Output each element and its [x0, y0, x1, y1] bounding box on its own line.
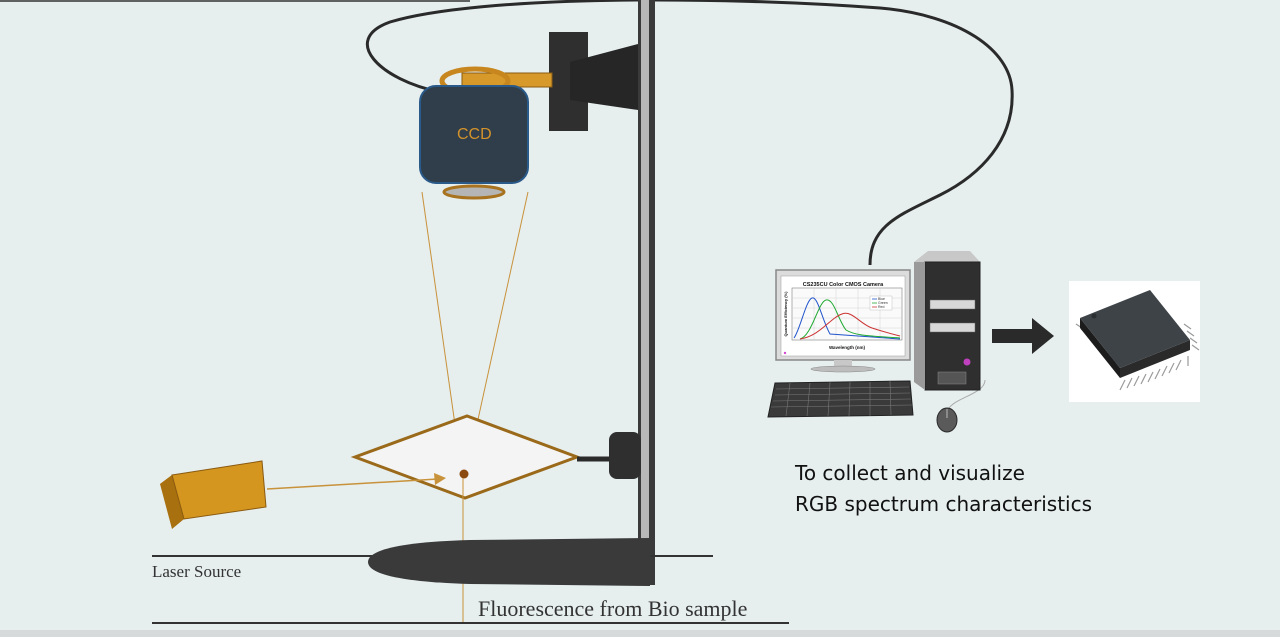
laser-source-front: [171, 460, 267, 520]
collect-caption: To collect and visualize RGB spectrum ch…: [795, 458, 1092, 520]
legend-red: Red: [878, 305, 884, 309]
monitor-chart-ylabel: Quantum Efficiency (%): [783, 291, 788, 337]
data-cable: [366, 0, 1014, 266]
chip-pin1-dot: [1091, 313, 1097, 319]
legend-blue: Blue: [878, 297, 885, 301]
monitor-base: [810, 365, 876, 373]
ccd-lens: [442, 184, 506, 200]
ccd-label: CCD: [457, 126, 492, 143]
monitor-neck: [834, 360, 852, 368]
tower-side: [914, 262, 925, 390]
footer-strip: [0, 630, 1280, 637]
tower-power-button: [963, 358, 971, 366]
tower-top: [914, 251, 980, 262]
laser-beam: [266, 478, 439, 490]
chip-body-front: [1120, 340, 1190, 378]
sample-point: [459, 469, 469, 479]
tower-drive-bay-2: [929, 322, 976, 333]
tower-drive-bay-1: [929, 299, 976, 310]
collect-caption-line-2: RGB spectrum characteristics: [795, 492, 1093, 516]
monitor-chart-title: CS235CU Color CMOS Camera: [803, 282, 884, 288]
monitor-series-red: [799, 312, 901, 340]
laser-source-label: Laser Source: [152, 562, 242, 581]
laser-beam-arrowhead: [434, 473, 446, 485]
legend-green: Green: [878, 301, 888, 305]
chip-body-top: [1080, 290, 1190, 368]
monitor-series-green: [799, 299, 901, 340]
monitor-chart-legend: [869, 295, 893, 311]
stand-pole-highlight: [641, 0, 649, 585]
collect-caption-line-1: To collect and visualize: [795, 461, 1025, 485]
keyboard: [767, 380, 914, 418]
sample-platform: [350, 414, 582, 500]
tower-usb-ports: [937, 371, 967, 385]
sample-tube: [368, 538, 650, 586]
ccd-camera-body: [419, 85, 529, 184]
chip-body-side: [1080, 318, 1120, 378]
fluorescence-label: Fluorescence from Bio sample: [478, 596, 748, 621]
lower-clamp: [609, 432, 641, 479]
keyboard-keys: [770, 380, 913, 417]
output-arrow: [992, 318, 1054, 354]
upper-clamp-wedge: [570, 44, 638, 110]
monitor-power-led: [783, 351, 787, 355]
monitor-chart-xlabel: Wavelength (nm): [829, 345, 866, 350]
laser-source-side: [160, 475, 184, 529]
mouse: [936, 407, 958, 433]
